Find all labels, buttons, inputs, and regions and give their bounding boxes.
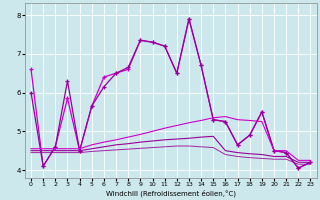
X-axis label: Windchill (Refroidissement éolien,°C): Windchill (Refroidissement éolien,°C): [106, 189, 236, 197]
